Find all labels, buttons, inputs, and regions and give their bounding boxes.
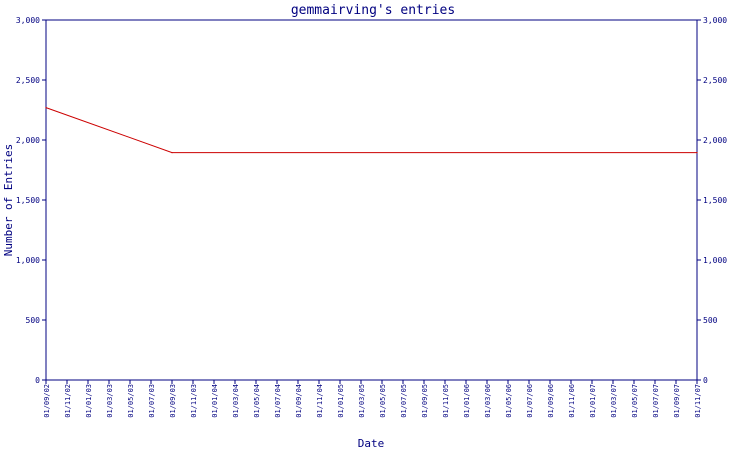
y-axis-right: 0 500 1,000 1,500 2,000 2,500 3,000 xyxy=(697,16,727,385)
y-tick-label-left: 1,500 xyxy=(16,196,40,205)
x-tick-label: 01/07/03 xyxy=(148,384,156,418)
x-tick-label: 01/11/02 xyxy=(64,384,72,418)
y-tick-label-left: 500 xyxy=(26,316,41,325)
series-layer xyxy=(45,107,698,154)
y-axis-left: 0 500 1,000 1,500 2,000 2,500 3,000 xyxy=(16,16,46,385)
y-tick-label-right: 0 xyxy=(703,376,708,385)
x-tick-label: 01/01/03 xyxy=(85,384,93,418)
x-tick-label: 01/07/06 xyxy=(526,384,534,418)
x-tick-label: 01/03/07 xyxy=(610,384,618,418)
x-tick-label: 01/09/04 xyxy=(295,384,303,418)
x-tick-label: 01/09/06 xyxy=(547,384,555,418)
y-axis-label: Number of Entries xyxy=(2,144,15,257)
y-tick-label-right: 1,500 xyxy=(703,196,727,205)
y-tick-label-left: 2,500 xyxy=(16,76,40,85)
y-tick-label-left: 1,000 xyxy=(16,256,40,265)
data-point xyxy=(696,152,698,154)
y-tick-label-right: 1,000 xyxy=(703,256,727,265)
x-tick-label: 01/11/06 xyxy=(568,384,576,418)
x-tick-label: 01/03/03 xyxy=(106,384,114,418)
x-axis: 01/09/02 01/11/02 01/01/03 01/03/03 01/05/03… xyxy=(43,380,702,418)
x-axis-label: Date xyxy=(358,437,385,450)
x-tick-label: 01/03/06 xyxy=(484,384,492,418)
x-tick-label: 01/01/07 xyxy=(589,384,597,418)
x-tick-label: 01/03/05 xyxy=(358,384,366,418)
x-tick-label: 01/11/07 xyxy=(694,384,702,418)
y-tick-label-left: 0 xyxy=(35,376,40,385)
x-tick-label: 01/03/04 xyxy=(232,384,240,418)
data-point xyxy=(45,107,47,109)
y-tick-label-right: 2,500 xyxy=(703,76,727,85)
x-tick-label: 01/07/07 xyxy=(652,384,660,418)
x-tick-label: 01/11/04 xyxy=(316,384,324,418)
y-tick-label-right: 2,000 xyxy=(703,136,727,145)
x-tick-label: 01/05/06 xyxy=(505,384,513,418)
x-tick-label: 01/11/03 xyxy=(190,384,198,418)
x-tick-label: 01/07/05 xyxy=(400,384,408,418)
y-tick-label-left: 3,000 xyxy=(16,16,40,25)
x-tick-label: 01/07/04 xyxy=(274,384,282,418)
x-tick-label: 01/09/05 xyxy=(421,384,429,418)
plot-area-frame xyxy=(45,19,698,381)
y-tick-label-right: 3,000 xyxy=(703,16,727,25)
x-tick-label: 01/05/04 xyxy=(253,384,261,418)
x-tick-label: 01/09/07 xyxy=(673,384,681,418)
x-tick-label: 01/01/05 xyxy=(337,384,345,418)
chart-title: gemmairving's entries xyxy=(291,3,455,18)
x-tick-label: 01/09/02 xyxy=(43,384,51,418)
x-tick-label: 01/05/03 xyxy=(127,384,135,418)
y-tick-label-left: 2,000 xyxy=(16,136,40,145)
series-line xyxy=(45,107,697,154)
y-tick-label-right: 500 xyxy=(703,316,718,325)
x-tick-label: 01/11/05 xyxy=(442,384,450,418)
x-tick-label: 01/09/03 xyxy=(169,384,177,418)
data-point xyxy=(171,152,173,154)
x-tick-label: 01/05/07 xyxy=(631,384,639,418)
x-tick-label: 01/05/05 xyxy=(379,384,387,418)
x-tick-label: 01/01/06 xyxy=(463,384,471,418)
x-tick-label: 01/01/04 xyxy=(211,384,219,418)
